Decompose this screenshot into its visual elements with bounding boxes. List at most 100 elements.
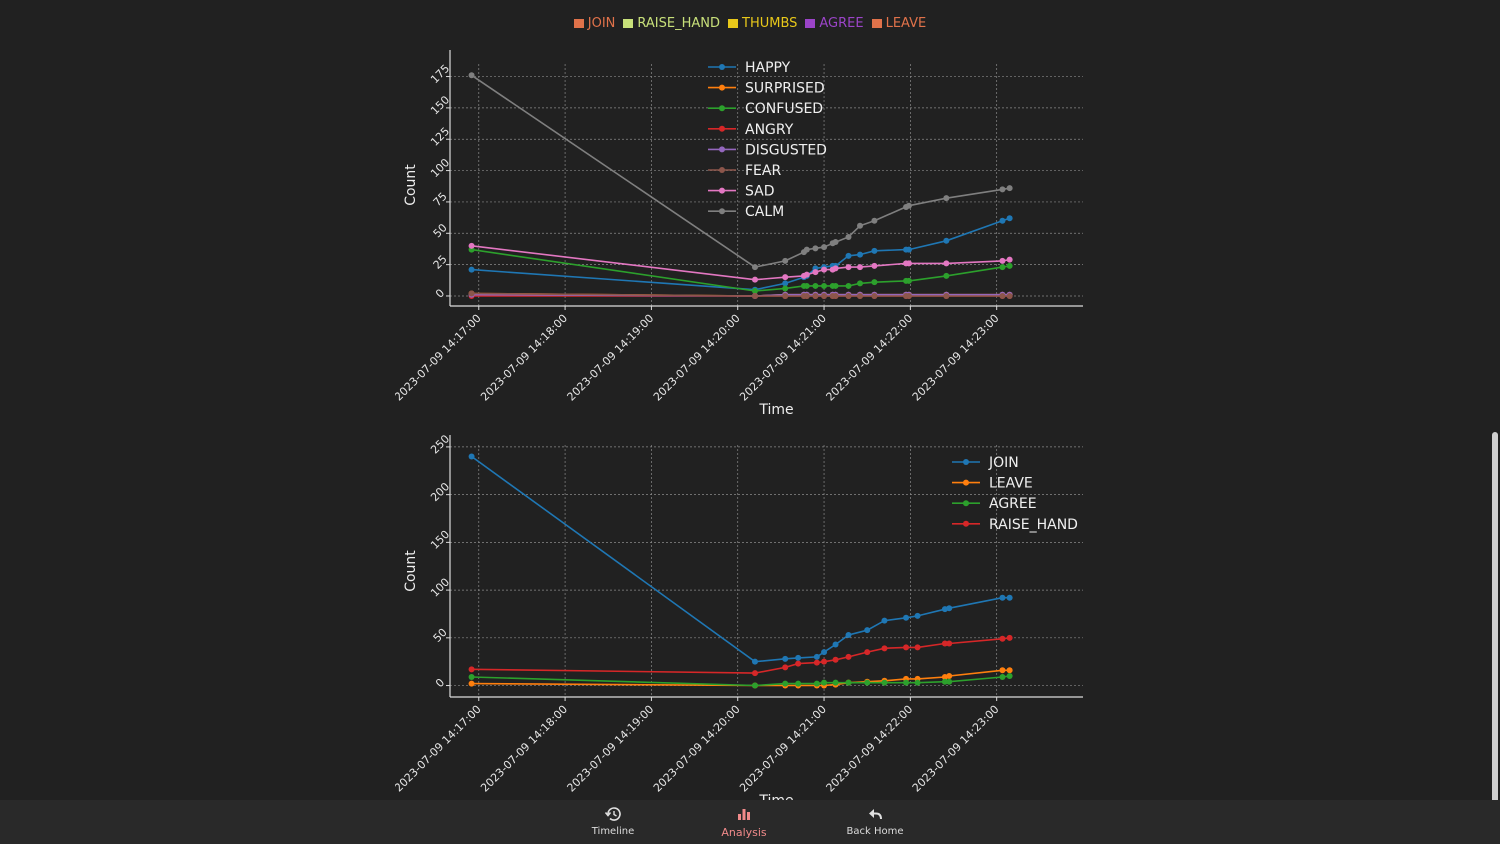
- data-point-happy: [845, 252, 852, 259]
- top-legend-item-thumbs[interactable]: THUMBS: [728, 16, 797, 31]
- analysis-label: Analysis: [721, 826, 767, 839]
- data-point-agree: [903, 679, 910, 686]
- data-point-agree: [946, 678, 953, 685]
- legend-marker-surprised: [719, 84, 725, 91]
- data-point-join: [813, 653, 820, 660]
- data-point-calm: [468, 72, 475, 79]
- data-point-leave: [468, 680, 475, 687]
- x-tick-label: 2023-07-09 14:20:00: [651, 312, 743, 404]
- data-point-raise-hand: [946, 640, 953, 647]
- legend-label-disgusted: DISGUSTED: [745, 142, 827, 158]
- data-point-raise-hand: [795, 660, 802, 667]
- data-point-confused: [812, 282, 819, 289]
- data-point-join: [751, 658, 758, 665]
- reply-arrow-icon: [869, 809, 882, 820]
- analysis-button[interactable]: Analysis: [699, 806, 789, 839]
- y-tick-label: 25: [431, 253, 450, 272]
- legend-marker-join: [963, 459, 969, 465]
- y-tick-label: 100: [428, 576, 452, 600]
- data-point-fear: [803, 292, 810, 299]
- data-point-confused: [782, 285, 789, 292]
- y-axis-label: Count: [403, 164, 419, 206]
- timeline-button[interactable]: Timeline: [568, 806, 658, 837]
- data-point-agree: [999, 673, 1006, 680]
- x-tick-label: 2023-07-09 14:23:00: [910, 312, 1002, 404]
- y-tick-label: 100: [428, 156, 452, 180]
- data-point-confused: [845, 282, 852, 289]
- legend-label: JOIN: [587, 16, 616, 31]
- legend-label-sad: SAD: [745, 184, 775, 200]
- data-point-raise-hand: [751, 670, 758, 677]
- series-line-join: [471, 455, 1010, 663]
- x-tick-label: 2023-07-09 14:20:00: [651, 703, 743, 795]
- timeline-label: Timeline: [591, 826, 635, 837]
- scrollbar-thumb[interactable]: [1492, 432, 1498, 832]
- data-point-happy: [905, 246, 912, 253]
- x-axis-label: Time: [758, 402, 793, 418]
- data-point-agree: [864, 679, 871, 686]
- data-point-fear: [1006, 292, 1013, 299]
- data-point-raise-hand: [821, 658, 828, 665]
- back-home-button[interactable]: Back Home: [830, 806, 920, 837]
- legend-label-angry: ANGRY: [745, 122, 794, 138]
- data-point-calm: [845, 234, 852, 241]
- legend-label-leave: LEAVE: [989, 476, 1033, 492]
- legend-marker-confused: [719, 105, 725, 112]
- data-point-fear: [832, 292, 839, 299]
- y-tick-label: 75: [431, 190, 450, 209]
- data-point-happy: [1006, 215, 1013, 222]
- data-point-agree: [832, 679, 839, 686]
- legend-marker-happy: [719, 64, 725, 70]
- data-point-join: [903, 614, 910, 621]
- top-legend-item-raise_hand[interactable]: RAISE_HAND: [623, 16, 720, 31]
- data-point-calm: [751, 264, 758, 271]
- data-point-raise-hand: [941, 640, 948, 647]
- data-point-calm: [871, 217, 878, 224]
- legend-marker-calm: [719, 208, 725, 215]
- data-point-sad: [845, 264, 852, 271]
- data-point-fear: [943, 292, 950, 299]
- data-point-raise-hand: [845, 653, 852, 660]
- data-point-confused: [999, 264, 1006, 271]
- legend-marker-leave: [963, 479, 969, 486]
- data-point-raise-hand: [782, 664, 789, 671]
- data-point-join: [468, 453, 475, 460]
- legend-label-raise-hand: RAISE_HAND: [989, 517, 1078, 533]
- top-legend-item-agree[interactable]: AGREE: [805, 16, 864, 31]
- legend-marker-fear: [719, 167, 725, 173]
- y-tick-label: 0: [433, 286, 447, 300]
- y-tick-label: 0: [433, 676, 447, 690]
- data-point-join: [795, 654, 802, 661]
- data-point-raise-hand: [832, 656, 839, 663]
- data-point-agree: [881, 679, 888, 686]
- data-point-agree: [1006, 673, 1013, 679]
- top-legend-item-join[interactable]: JOIN: [573, 16, 616, 31]
- data-point-sad: [751, 276, 758, 283]
- x-tick-label: 2023-07-09 14:18:00: [478, 703, 570, 795]
- data-point-calm: [812, 245, 819, 252]
- data-point-calm: [943, 195, 950, 202]
- legend-swatch: [623, 19, 634, 28]
- data-point-sad: [905, 260, 912, 267]
- legend-label-agree: AGREE: [989, 496, 1037, 512]
- x-tick-label: 2023-07-09 14:21:00: [737, 312, 829, 404]
- legend-marker-sad: [719, 187, 725, 194]
- data-point-join: [832, 641, 839, 648]
- x-axis-label: Time: [758, 793, 793, 803]
- bar-chart-icon: [738, 809, 750, 820]
- data-point-raise-hand: [914, 644, 921, 651]
- data-point-raise-hand: [813, 659, 820, 666]
- data-point-confused: [1006, 262, 1013, 269]
- top-legend: JOIN RAISE_HAND THUMBS AGREE LEAVE: [0, 16, 1500, 31]
- data-point-fear: [468, 290, 475, 297]
- data-point-agree: [845, 679, 852, 686]
- data-point-agree: [941, 678, 948, 685]
- top-legend-item-leave[interactable]: LEAVE: [871, 16, 926, 31]
- data-point-calm: [821, 244, 828, 251]
- legend-marker-raise-hand: [963, 520, 969, 527]
- data-point-sad: [468, 242, 475, 249]
- x-tick-label: 2023-07-09 14:22:00: [824, 312, 916, 404]
- data-point-fear: [845, 292, 852, 299]
- data-point-join: [999, 594, 1006, 601]
